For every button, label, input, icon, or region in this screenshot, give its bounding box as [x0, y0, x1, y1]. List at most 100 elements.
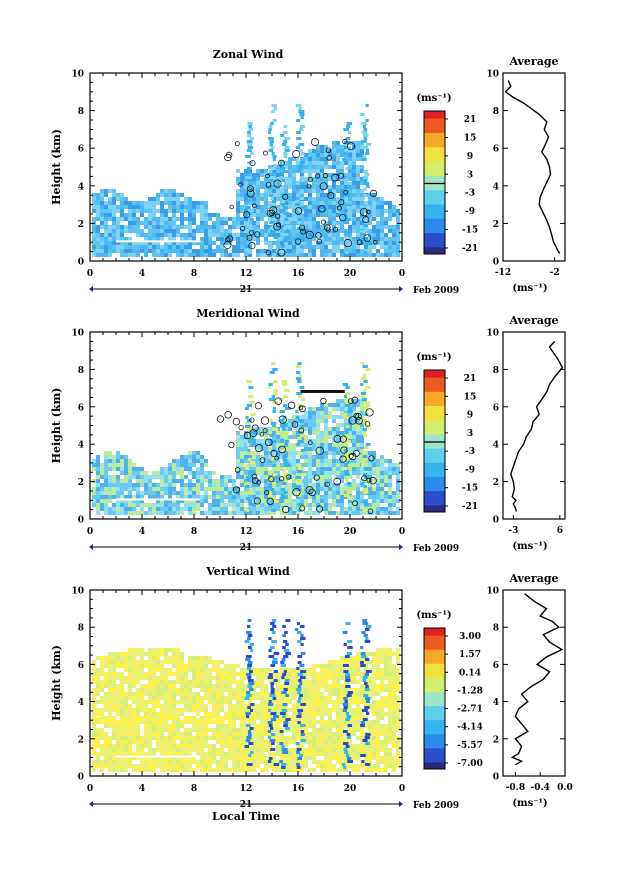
heatmap-cell: [296, 119, 301, 122]
heatmap-cell: [236, 696, 240, 700]
heatmap-cell: [300, 768, 304, 772]
heatmap-cell: [304, 411, 308, 415]
colorbar-segment: [424, 394, 445, 399]
heatmap-cell: [164, 225, 168, 229]
heatmap-cell: [288, 253, 292, 257]
heatmap-cell: [332, 459, 336, 463]
heatmap-cell: [128, 732, 132, 736]
heatmap-cell: [160, 768, 164, 772]
heatmap-cell: [184, 499, 188, 503]
contour-segment: [273, 179, 282, 188]
heatmap-cell: [297, 452, 304, 455]
heatmap-cell: [144, 700, 148, 704]
heatmap-cell: [136, 680, 140, 684]
heatmap-cell: [298, 428, 303, 431]
heatmap-cell: [304, 684, 308, 688]
heatmap-cell: [180, 740, 184, 744]
heatmap-cell: [273, 428, 279, 431]
heatmap-cell: [282, 383, 288, 386]
heatmap-cell: [92, 712, 96, 716]
heatmap-cell: [363, 128, 368, 131]
heatmap-cell: [312, 684, 316, 688]
heatmap-cell: [352, 181, 356, 185]
heatmap-cell: [295, 431, 301, 434]
heatmap-cell: [212, 696, 216, 700]
heatmap-cell: [192, 748, 196, 752]
contour-segment: [298, 427, 305, 434]
heatmap-cell: [352, 169, 356, 173]
contour-segment: [225, 151, 233, 159]
heatmap-cell: [368, 491, 372, 495]
heatmap-cell: [164, 672, 168, 676]
contour-segment: [300, 228, 306, 235]
heatmap-cell: [344, 213, 348, 217]
heatmap-cell: [132, 217, 136, 221]
heatmap-cell: [208, 495, 212, 499]
heatmap-cell: [320, 205, 324, 209]
heatmap-cell: [346, 185, 351, 188]
heatmap-cell: [292, 507, 296, 511]
heatmap-cell: [148, 684, 152, 688]
heatmap-cell: [164, 740, 168, 744]
heatmap-cell: [320, 237, 324, 241]
heatmap-cell: [312, 423, 316, 427]
heatmap-cell: [176, 724, 180, 728]
heatmap-cell: [248, 227, 254, 230]
contour-segment: [359, 208, 368, 217]
heatmap-cell: [204, 459, 208, 463]
heatmap-cell: [312, 253, 316, 257]
heatmap-cell: [204, 201, 208, 205]
heatmap-cell: [280, 463, 284, 467]
heatmap-cell: [268, 443, 273, 446]
heatmap-cell: [360, 113, 365, 116]
heatmap-cell: [132, 764, 136, 768]
heatmap-cell: [104, 241, 108, 245]
heatmap-cell: [376, 483, 380, 487]
heatmap-cell: [324, 483, 328, 487]
heatmap-cell: [308, 511, 312, 515]
heatmap-cell: [244, 479, 248, 483]
heatmap-cell: [192, 668, 196, 672]
heatmap-cell: [204, 233, 208, 237]
heatmap-cell: [92, 680, 96, 684]
heatmap-cell: [196, 479, 200, 483]
heatmap-cell: [112, 241, 116, 245]
heatmap-cell: [252, 692, 256, 696]
heatmap-cell: [284, 696, 288, 700]
heatmap-cell: [148, 241, 152, 245]
heatmap-cell: [216, 676, 220, 680]
heatmap-cell: [256, 185, 260, 189]
heatmap-cell: [356, 419, 360, 423]
heatmap-cell: [264, 233, 268, 237]
heatmap-cell: [384, 253, 388, 257]
heatmap-cell: [308, 684, 312, 688]
heatmap-cell: [128, 728, 132, 732]
heatmap-cell: [236, 748, 240, 752]
heatmap-cell: [136, 768, 140, 772]
heatmap-cell: [244, 756, 248, 760]
heatmap-cell: [348, 189, 352, 193]
colorbar-tick-label: -3: [465, 189, 475, 199]
colorbar-segment: [424, 196, 445, 201]
heatmap-cell: [244, 435, 248, 439]
heatmap-cell: [244, 169, 248, 173]
heatmap-cell: [196, 499, 200, 503]
heatmap-cell: [236, 197, 240, 201]
heatmap-cell: [348, 237, 352, 241]
heatmap-cell: [192, 491, 196, 495]
heatmap-cell: [288, 455, 292, 459]
heatmap-cell: [176, 736, 180, 740]
heatmap-cell: [140, 752, 144, 756]
heatmap-cell: [312, 245, 316, 249]
heatmap-cell: [160, 491, 164, 495]
heatmap-cell: [356, 221, 360, 225]
heatmap-cell: [336, 249, 340, 253]
heatmap-cell: [176, 744, 180, 748]
heatmap-cell: [204, 475, 208, 479]
heatmap-cell: [292, 499, 296, 503]
heatmap-cell: [92, 209, 96, 213]
heatmap-cell: [152, 483, 156, 487]
heatmap-cell: [228, 756, 232, 760]
heatmap-cell: [120, 237, 124, 241]
